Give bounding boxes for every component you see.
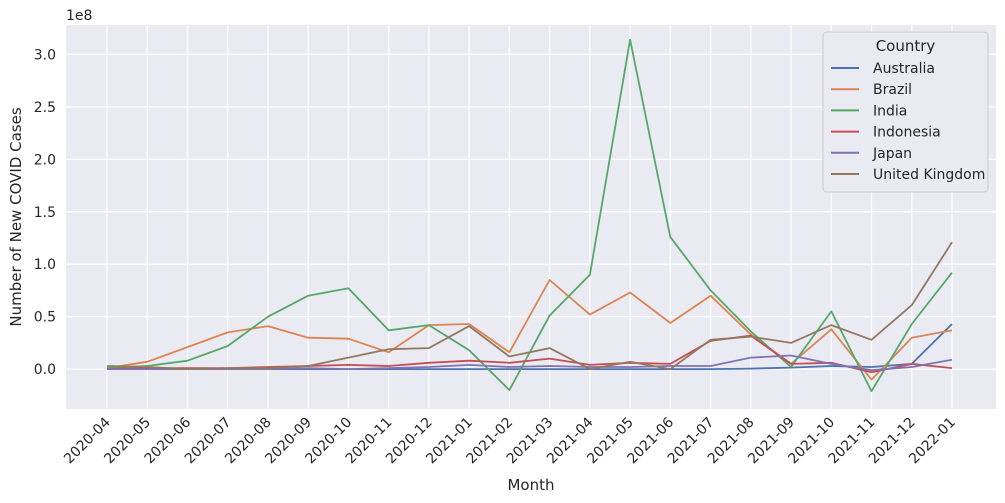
series-line-united-kingdom (106, 241, 953, 371)
series-line-brazil (106, 279, 953, 381)
legend-label-india: India (873, 103, 907, 119)
legend-title: Country (876, 37, 936, 55)
y-axis-title: Number of New COVID Cases (7, 107, 25, 326)
y-tick-label: 2.5 (34, 100, 56, 116)
legend-label-japan: Japan (872, 146, 912, 162)
y-tick-label: 0.5 (34, 310, 56, 326)
series-lines (106, 38, 953, 393)
y-tick-label: 1.5 (34, 205, 56, 221)
y-tick-label: 0.0 (34, 362, 56, 378)
x-axis-ticks: 2020-042020-052020-062020-072020-082020-… (61, 414, 959, 467)
y-axis-scale-label: 1e8 (66, 8, 92, 24)
legend-label-united-kingdom: United Kingdom (873, 167, 985, 183)
legend: Country Australia Brazil India Indonesia Jap… (822, 31, 989, 193)
x-axis-title: Month (507, 476, 554, 494)
y-tick-label: 2.0 (34, 152, 56, 168)
y-axis-ticks: 0.0 0.5 1.0 1.5 2.0 2.5 3.0 (34, 47, 56, 378)
legend-label-australia: Australia (873, 61, 935, 77)
legend-label-indonesia: Indonesia (873, 125, 941, 141)
legend-box (822, 31, 989, 193)
y-tick-label: 3.0 (34, 47, 56, 63)
legend-label-brazil: Brazil (873, 82, 912, 98)
series-line-japan (107, 354, 953, 372)
y-tick-label: 1.0 (34, 257, 56, 273)
